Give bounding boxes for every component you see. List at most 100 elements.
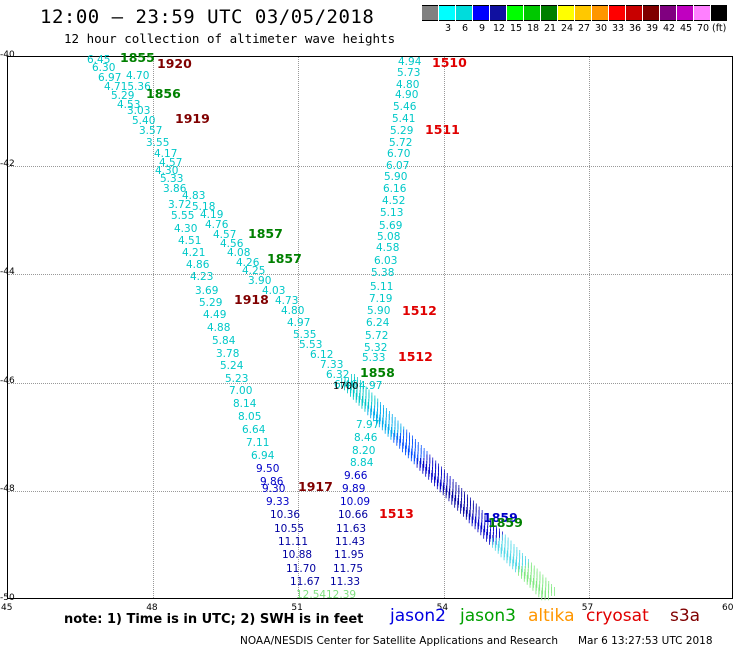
wave-height-value: 11.63 [336, 523, 367, 535]
pass-time-label: 1511 [425, 122, 460, 137]
lon-tick-label: 60 [722, 603, 734, 613]
wave-height-value: 8.84 [350, 457, 374, 469]
wave-height-value: 5.29 [390, 125, 414, 137]
wave-height-value: 4.30 [155, 165, 179, 177]
legend-swatch [643, 5, 659, 21]
lon-tick-label: 45 [1, 603, 13, 613]
wave-height-value: 8.46 [354, 432, 378, 444]
wave-height-value: 3.55 [146, 137, 170, 149]
lat-tick-label: -44 [0, 267, 15, 278]
wave-height-value: 5.38 [371, 267, 395, 279]
legend-label: 45 [679, 23, 693, 34]
legend-label: 24 [560, 23, 574, 34]
wave-height-value: 5.69 [379, 220, 403, 232]
wave-height-value: 4.57 [159, 157, 183, 169]
wave-height-value: 5.41 [392, 113, 416, 125]
wave-height-value: 11.67 [290, 576, 321, 588]
wave-height-value: 6.03 [374, 255, 398, 267]
legend-swatch [507, 5, 523, 21]
wave-height-value: 4.70 [126, 70, 150, 82]
legend-label: 70 [696, 23, 710, 34]
wave-height-value: 6.46 [334, 379, 358, 391]
wave-height-value: 4.97 [359, 380, 383, 392]
wave-height-value: 5.73 [397, 67, 421, 79]
legend-swatch [422, 5, 438, 21]
legend-label: 12 [492, 23, 506, 34]
lon-tick-label: 54 [436, 603, 449, 613]
wave-height-value: 5.84 [212, 335, 236, 347]
wave-height-value: 5.33 [160, 173, 184, 185]
legend-label: 33 [611, 23, 625, 34]
legend-swatch [456, 5, 472, 21]
wave-height-value: 4.715.36 [104, 81, 151, 93]
page-subtitle: 12 hour collection of altimeter wave hei… [64, 31, 396, 46]
pass-time-label: 1859 [488, 515, 523, 530]
wave-height-value: 9.86 [260, 476, 284, 488]
legend-swatch [609, 5, 625, 21]
wave-height-value: 11.43 [335, 536, 366, 548]
wave-height-value: 4.08 [227, 247, 251, 259]
wave-height-value: 4.21 [182, 247, 206, 259]
legend-swatch [439, 5, 455, 21]
legend-label: 27 [577, 23, 591, 34]
legend-label: 15 [509, 23, 523, 34]
legend-swatch [575, 5, 591, 21]
grid-line-lat [8, 165, 732, 167]
wave-height-value: 9.50 [256, 463, 280, 475]
lat-tick-label: -50 [0, 593, 15, 603]
wave-height-value: 5.23 [225, 373, 249, 385]
wave-height-value: 4.52 [382, 195, 406, 207]
wave-height-value: 10.55 [274, 523, 305, 535]
wave-height-value: 6.12 [310, 349, 334, 361]
wave-height-value: 5.08 [377, 231, 401, 243]
wave-height-value: 7.97 [356, 419, 380, 431]
legend-swatch [473, 5, 489, 21]
legend-swatch [490, 5, 506, 21]
legend-swatch [626, 5, 642, 21]
wave-height-value: 3.69 [195, 285, 219, 297]
legend-label: 18 [526, 23, 540, 34]
legend-label: 3 [444, 23, 452, 34]
grid-line-lon [153, 57, 155, 598]
lon-tick-label: 48 [146, 603, 158, 613]
legend-swatch [558, 5, 574, 21]
wave-height-value: 4.97 [287, 317, 311, 329]
wave-height-value: 5.29 [111, 90, 135, 102]
wave-height-value: 4.19 [200, 209, 224, 221]
lat-tick-label: -40 [0, 50, 15, 60]
wave-height-value: 4.26 [236, 257, 260, 269]
wave-height-value: 3.90 [248, 275, 272, 287]
legend-swatch [524, 5, 540, 21]
wave-height-value: 4.76 [205, 219, 229, 231]
wave-height-value: 6.24 [366, 317, 390, 329]
wave-height-value: 5.90 [367, 305, 391, 317]
satellite-label: jason2 [390, 606, 446, 626]
wave-height-value: 11.75 [333, 563, 364, 575]
wave-height-value: 3.86 [163, 183, 187, 195]
wave-height-value: 5.40 [132, 115, 156, 127]
wave-height-value: 4.73 [275, 295, 299, 307]
wave-height-value: 4.51 [178, 235, 202, 247]
wave-height-value: 7.33 [320, 359, 344, 371]
pass-time-label: 1512 [398, 349, 433, 364]
wave-height-value: 7.00 [229, 385, 253, 397]
wave-height-value: 12.54 [296, 589, 327, 601]
wave-height-value: 10.88 [282, 549, 313, 561]
pass-time-label: 1857 [267, 251, 302, 266]
legend-label: 9 [478, 23, 486, 34]
lat-tick-label: -42 [0, 158, 15, 169]
wave-height-value: 4.25 [242, 265, 266, 277]
legend-label: 21 [543, 23, 557, 34]
satellite-label: cryosat [586, 606, 649, 626]
grid-line-lon [588, 57, 590, 598]
grid-line-lat [8, 382, 732, 384]
credit-text: NOAA/NESDIS Center for Satellite Applica… [240, 635, 558, 647]
wave-height-value: 5.18 [192, 201, 216, 213]
wave-height-value: 4.86 [186, 259, 210, 271]
satellite-label: jason3 [460, 606, 516, 626]
legend-label: 6 [461, 23, 469, 34]
wave-height-value: 10.09 [340, 496, 371, 508]
wave-height-value: 7.11 [246, 437, 270, 449]
wave-height-value: 8.20 [352, 445, 376, 457]
timestamp-text: Mar 6 13:27:53 UTC 2018 [578, 635, 713, 647]
